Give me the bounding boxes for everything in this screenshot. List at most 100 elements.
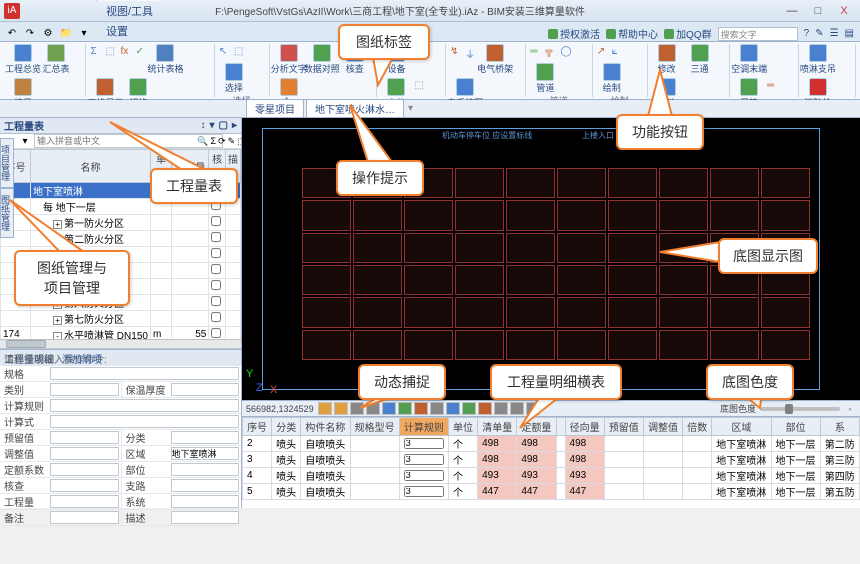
canvas-tool-button[interactable] [446, 402, 460, 415]
check-cell[interactable] [209, 231, 226, 247]
tree-col-header[interactable]: 单位 [150, 150, 171, 183]
btable-row[interactable]: 5喷头自喷喷头个447447447地下室喷淋地下一层第五防 [243, 484, 860, 500]
canvas-tool-button[interactable] [414, 402, 428, 415]
ribbon-button[interactable]: ◯ [560, 44, 572, 60]
tree-expand-icon[interactable]: + [53, 300, 62, 309]
canvas-tool-button[interactable] [334, 402, 348, 415]
tree-row[interactable]: +第一防火分区 [1, 215, 241, 231]
prop-input[interactable] [171, 383, 240, 396]
canvas-tool-button[interactable] [462, 402, 476, 415]
ribbon-button[interactable]: ✓ [135, 44, 147, 60]
btable-col-header[interactable]: 清单量 [478, 418, 517, 436]
prop-input[interactable] [50, 399, 239, 412]
ribbon-button[interactable]: ═ [530, 44, 542, 60]
ribbon-button[interactable]: ↯ [450, 44, 462, 60]
btable-col-header[interactable]: 系 [820, 418, 859, 436]
close-button[interactable]: X [832, 3, 856, 19]
quick-tool[interactable]: ↷ [22, 25, 38, 41]
quick-tool[interactable]: ↶ [4, 25, 20, 41]
btable-col-header[interactable] [556, 418, 565, 436]
check-cell[interactable] [209, 263, 226, 279]
tree-row[interactable]: +第四防火分区 [1, 263, 241, 279]
check-cell[interactable] [209, 327, 226, 340]
ribbon-button[interactable]: ⬚ [105, 44, 117, 60]
tree-row[interactable]: +第七防火分区 [1, 311, 241, 327]
btable-col-header[interactable]: 定额量 [517, 418, 556, 436]
ribbon-button[interactable]: 设备 [381, 44, 411, 75]
btable-row[interactable]: 4喷头自喷喷头个493493493地下室喷淋地下一层第四防 [243, 468, 860, 484]
side-tab-project[interactable]: 项目管理 [0, 138, 14, 188]
slider-plus-icon[interactable]: ◦ [844, 404, 856, 414]
panel-tool-icon[interactable]: ▸ [232, 120, 237, 131]
prop-input[interactable] [171, 447, 240, 460]
check-cell[interactable] [209, 247, 226, 263]
maximize-button[interactable]: □ [806, 3, 830, 19]
ribbon-button[interactable]: 修改 [652, 44, 682, 75]
panel-tool-icon[interactable]: ▢ [219, 120, 228, 131]
btable-col-header[interactable]: 区域 [712, 418, 771, 436]
opacity-slider[interactable] [760, 407, 840, 411]
prop-input[interactable] [171, 431, 240, 444]
prop-input[interactable] [50, 383, 119, 396]
prop-input[interactable] [50, 415, 239, 428]
btable-col-header[interactable]: 倍数 [683, 418, 712, 436]
search-input[interactable] [34, 134, 223, 148]
ribbon-button[interactable]: ⟀ [612, 44, 624, 60]
ribbon-button[interactable]: 绘制 [597, 63, 627, 94]
check-cell[interactable] [209, 199, 226, 215]
qty-tree-table[interactable]: 序号名称单位工程量核对描述地下室喷淋每 地下一层+第一防火分区+第二防火分区+第… [0, 149, 241, 339]
tree-row[interactable]: +第二防火分区 [1, 231, 241, 247]
canvas-tool-button[interactable] [526, 402, 540, 415]
quick-tool[interactable]: ▾ [76, 25, 92, 41]
btable-col-header[interactable]: 规格型号 [350, 418, 399, 436]
ribbon-button[interactable]: Σ [90, 44, 102, 60]
tree-expand-icon[interactable]: + [53, 220, 62, 229]
help-link[interactable]: 加QQ群 [664, 26, 712, 41]
ribbon-button[interactable]: ⬚ [414, 78, 426, 94]
btable-col-header[interactable]: 计算规则 [399, 418, 448, 436]
collapse-icon[interactable]: ▾ [18, 134, 32, 148]
ribbon-extra-icon[interactable]: ? [804, 28, 810, 39]
btable-row[interactable]: 3喷头自喷喷头个498498498地下室喷淋地下一层第三防 [243, 452, 860, 468]
side-tab-drawing[interactable]: 图纸管理 [0, 188, 14, 238]
prop-input[interactable] [171, 495, 240, 508]
prop-input[interactable] [171, 479, 240, 492]
prop-input[interactable] [50, 511, 119, 524]
ribbon-tab[interactable]: 设置 [96, 21, 163, 41]
panel-tool-icon[interactable]: ↕ [200, 120, 205, 131]
ribbon-button[interactable]: 汇总表 [41, 44, 71, 75]
panel-tool-icon[interactable]: ▾ [209, 120, 214, 131]
btable-col-header[interactable]: 构件名称 [301, 418, 350, 436]
ribbon-button[interactable]: 分析文字 [274, 44, 304, 75]
tree-expand-icon[interactable]: + [53, 316, 62, 325]
ribbon-extra-icon[interactable]: ☰ [830, 28, 839, 39]
ribbon-tab[interactable]: 视图/工具 [96, 1, 163, 21]
canvas-tool-button[interactable] [318, 402, 332, 415]
tree-expand-icon[interactable]: + [53, 284, 62, 293]
help-link[interactable]: 授权激活 [548, 26, 600, 41]
ribbon-button[interactable]: 核查 [340, 44, 370, 75]
search-tool-icon[interactable]: ⟳ [218, 134, 226, 148]
tree-col-header[interactable]: 描述 [226, 150, 241, 183]
canvas-tool-button[interactable] [430, 402, 444, 415]
canvas-tool-button[interactable] [366, 402, 380, 415]
btable-col-header[interactable]: 径向量 [565, 418, 604, 436]
search-tool-icon[interactable]: Σ [211, 134, 217, 148]
check-cell[interactable] [209, 183, 226, 199]
btable-col-header[interactable]: 序号 [243, 418, 272, 436]
ribbon-button[interactable]: ↖ [219, 44, 231, 60]
search-tool-icon[interactable]: ✎ [228, 134, 236, 148]
prop-input[interactable] [50, 495, 119, 508]
rule-input[interactable] [404, 454, 444, 465]
ribbon-button[interactable]: fx [120, 44, 132, 60]
tree-row[interactable]: +第三防火分区 [1, 247, 241, 263]
tree-row[interactable]: +第五防火分区 [1, 279, 241, 295]
ribbon-button[interactable]: ↗ [597, 44, 609, 60]
canvas-tool-button[interactable] [350, 402, 364, 415]
quick-tool[interactable]: 📁 [58, 25, 74, 41]
tree-expand-icon[interactable]: + [53, 252, 62, 261]
ribbon-button[interactable]: 管道 [530, 63, 560, 94]
btable-col-header[interactable]: 调整值 [643, 418, 682, 436]
check-cell[interactable] [209, 311, 226, 327]
minimize-button[interactable]: — [780, 3, 804, 19]
